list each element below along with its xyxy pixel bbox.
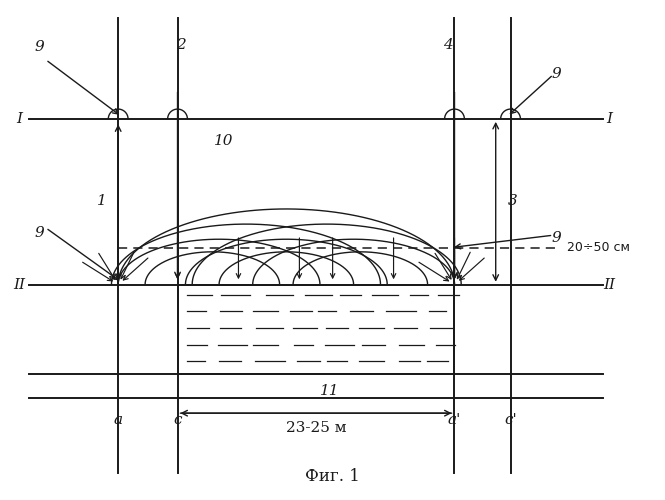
Text: 1: 1 [97, 194, 106, 207]
Text: 11: 11 [319, 384, 339, 398]
Text: 9: 9 [552, 68, 561, 82]
Text: I: I [606, 112, 612, 126]
Text: 20÷50 см: 20÷50 см [567, 241, 630, 254]
Text: 4: 4 [443, 38, 453, 52]
Text: Фиг. 1: Фиг. 1 [305, 468, 360, 485]
Text: 23-25 м: 23-25 м [286, 420, 346, 434]
Text: 2: 2 [176, 38, 186, 52]
Text: I: I [16, 112, 22, 126]
Text: 3: 3 [507, 194, 517, 207]
Text: 9: 9 [34, 40, 44, 54]
Text: c': c' [504, 413, 517, 427]
Text: 9: 9 [552, 230, 561, 244]
Text: II: II [13, 278, 25, 291]
Text: 10: 10 [214, 134, 233, 148]
Text: II: II [603, 278, 616, 291]
Text: a': a' [448, 413, 462, 427]
Text: a: a [114, 413, 123, 427]
Text: 9: 9 [34, 226, 44, 239]
Text: c: c [174, 413, 182, 427]
